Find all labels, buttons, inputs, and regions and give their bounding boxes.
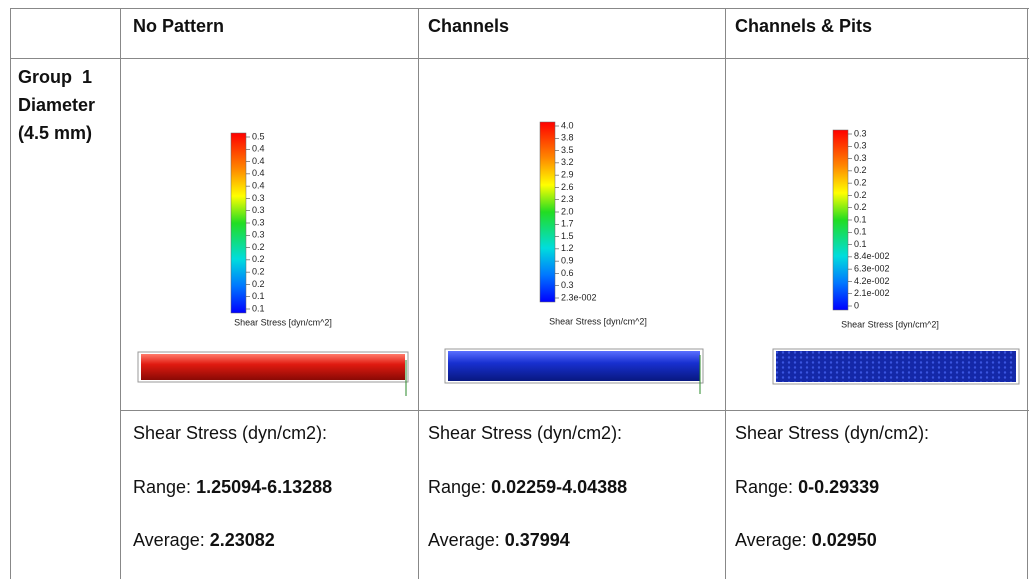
average: Average: 0.37994 [428,530,570,551]
colorbar-label: 0.3 [854,153,867,163]
colorbar-label: 0.3 [854,128,867,138]
colorbar-caption: Shear Stress [dyn/cm^2] [549,316,647,326]
average-value: 2.23082 [210,530,275,550]
colorbar-label: 0.4 [252,181,265,191]
cylinder [773,349,1019,384]
colorbar-label: 2.1e-002 [854,288,890,298]
colorbar-label: 0.1 [854,227,867,237]
colorbar-label: 0.3 [854,141,867,151]
colorbar-label: 4.2e-002 [854,276,890,286]
range-value: 1.25094-6.13288 [196,477,332,497]
colorbar-label: 1.7 [561,219,574,229]
colorbar [833,130,848,310]
average-label: Average: [133,530,205,550]
colorbar-label: 1.2 [561,243,574,253]
colorbar-label: 2.0 [561,206,574,216]
colorbar [540,122,555,302]
colorbar-label: 3.2 [561,157,574,167]
cylinder [138,352,408,396]
range: Range: 0-0.29339 [735,477,879,498]
range-label: Range: [133,477,191,497]
colorbar-label: 0.4 [252,168,265,178]
colorbar-label: 2.3 [561,194,574,204]
average: Average: 2.23082 [133,530,275,551]
page: No Pattern Channels Channels & Pits Grou… [0,0,1029,579]
colorbar-label: 0.3 [561,280,574,290]
result-label: Shear Stress (dyn/cm2): [133,423,327,444]
colorbar-label: 0.5 [252,131,265,141]
range: Range: 0.02259-4.04388 [428,477,627,498]
colorbar-label: 0.6 [561,268,574,278]
average-label: Average: [428,530,500,550]
colorbar-label: 0.1 [854,239,867,249]
colorbar-label: 0.3 [252,193,265,203]
colorbar-caption: Shear Stress [dyn/cm^2] [841,319,939,329]
average: Average: 0.02950 [735,530,877,551]
colorbar-caption: Shear Stress [dyn/cm^2] [234,317,332,327]
range-value: 0-0.29339 [798,477,879,497]
colorbar-label: 0.1 [252,303,265,313]
colorbar-label: 0.4 [252,156,265,166]
cylinder [445,349,703,394]
range-label: Range: [428,477,486,497]
range-label: Range: [735,477,793,497]
colorbar-label: 0 [854,300,859,310]
colorbar-label: 0.3 [252,230,265,240]
colorbar-label: 8.4e-002 [854,251,890,261]
colorbar-label: 0.2 [854,190,867,200]
colorbar-label: 6.3e-002 [854,264,890,274]
colorbar-label: 4.0 [561,120,574,130]
colorbar-label: 0.1 [854,214,867,224]
average-value: 0.02950 [812,530,877,550]
colorbar-label: 2.6 [561,182,574,192]
colorbar-label: 0.2 [252,279,265,289]
range-value: 0.02259-4.04388 [491,477,627,497]
colorbar-label: 3.5 [561,145,574,155]
colorbar-label: 0.3 [252,217,265,227]
result-label: Shear Stress (dyn/cm2): [428,423,622,444]
colorbar-label: 0.2 [854,202,867,212]
colorbar-label: 3.8 [561,133,574,143]
colorbar-label: 1.5 [561,231,574,241]
colorbar-label: 2.3e-002 [561,292,597,302]
colorbar-label: 0.3 [252,205,265,215]
colorbar-label: 0.2 [854,165,867,175]
average-value: 0.37994 [505,530,570,550]
result-label: Shear Stress (dyn/cm2): [735,423,929,444]
colorbar-label: 0.2 [252,254,265,264]
colorbar-label: 0.1 [252,291,265,301]
range: Range: 1.25094-6.13288 [133,477,332,498]
colorbar-label: 0.2 [252,242,265,252]
colorbar-label: 2.9 [561,170,574,180]
colorbar [231,133,246,313]
colorbar-label: 0.2 [252,267,265,277]
colorbar-label: 0.9 [561,256,574,266]
colorbar-label: 0.4 [252,144,265,154]
colorbar-label: 0.2 [854,178,867,188]
average-label: Average: [735,530,807,550]
